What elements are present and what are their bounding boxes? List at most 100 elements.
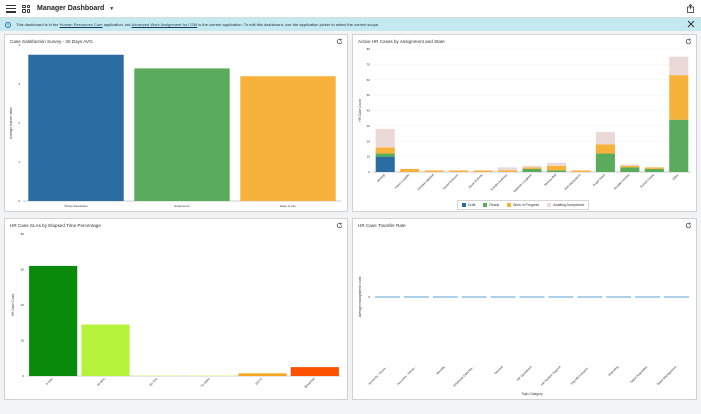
legend-item-work-in-progress[interactable]: Work in Progress	[507, 203, 539, 207]
bar-segment-work-in-progress	[644, 167, 664, 169]
bar-segment-work-in-progress	[424, 170, 444, 172]
bar-segment-work-in-progress	[400, 168, 420, 172]
x-tick-label: Monica Bell	[543, 173, 557, 187]
x-tick-label: Rosalie Herbert	[613, 173, 631, 191]
banner-link-advanced-work-assignment[interactable]: Advanced Work Assignment for CSM	[131, 22, 198, 27]
y-axis-title: Average reassignment count	[358, 277, 362, 318]
panel-hr-case-slas: 0 20 40 60 80 HR Case Count 0-25% 25-50% 50-75% 7…	[4, 218, 348, 400]
y-tick-label: 0	[368, 170, 370, 174]
legend-swatch	[462, 203, 466, 207]
y-tick-label: 20	[367, 139, 371, 143]
x-tick-label: Talent Acquisition	[629, 365, 648, 384]
legend-swatch	[547, 203, 552, 207]
y-tick-label: 60	[21, 268, 25, 272]
y-tick-label: 20	[21, 339, 25, 343]
bar-breached	[290, 367, 339, 376]
bar-segment-ready	[620, 167, 640, 172]
legend-label: Awaiting Acceptance	[553, 203, 585, 207]
panel-hr-case-transfer-rate: 0 Average reassignment count Accounts - Ac…	[352, 218, 697, 400]
x-tick-label: Talent Management	[656, 365, 678, 387]
survey-bar-chart: 0 1 2 3 4 Average Answer value Timely Resoluti…	[9, 43, 341, 208]
x-tick-label: 25-50%	[96, 377, 106, 387]
x-tick-label: 75-100%	[200, 377, 212, 389]
x-tick-label: Breached	[304, 377, 316, 389]
x-tick-label: 100-%	[254, 377, 263, 386]
y-tick-label: 1	[18, 160, 20, 164]
x-tick-label: Benefits	[435, 365, 446, 376]
legend-item-ready[interactable]: Ready	[483, 203, 499, 207]
info-icon: i	[5, 21, 11, 28]
dashboard-title: Manager Dashboard	[37, 5, 105, 12]
bar-segment-work-in-progress	[620, 165, 640, 168]
refresh-icon[interactable]	[685, 38, 692, 45]
x-tick-label: Accounts - Acces...	[367, 365, 388, 386]
y-tick-label: 0	[18, 199, 20, 203]
legend-item-awaiting-acceptance[interactable]: Awaiting Acceptance	[547, 203, 584, 207]
bar-segment-awaiting-acceptance	[375, 128, 395, 148]
y-tick-label: 80	[21, 232, 25, 236]
legend-item-draft[interactable]: Draft	[462, 203, 475, 207]
panel-active-hr-cases: 0 10 20 30 40 50 60 70 80 HR Case Count (empty) Han…	[352, 34, 697, 212]
panel-case-satisfaction-survey: 0 1 2 3 4 Average Answer value Timely Resoluti…	[4, 34, 348, 212]
bar-segment-ready	[669, 119, 689, 172]
panel-title: HR Case Transfer Rate	[358, 223, 406, 228]
x-tick-label: Other	[671, 173, 679, 181]
bar-segment-work-in-progress	[449, 170, 469, 172]
dashboard-dropdown-icon[interactable]: ▼	[109, 5, 115, 12]
refresh-icon[interactable]	[336, 38, 343, 45]
hamburger-menu-icon[interactable]	[6, 4, 16, 13]
y-tick-label: 40	[367, 109, 371, 113]
x-tick-label: Suresh Gupta	[639, 173, 655, 189]
bar-segment-awaiting-acceptance	[546, 162, 567, 166]
bar-segment-awaiting-acceptance	[669, 56, 689, 76]
x-tick-label: Employee Data Ma...	[452, 365, 475, 388]
bar-segment-ready	[546, 170, 567, 172]
refresh-icon[interactable]	[336, 222, 343, 229]
legend-swatch	[483, 203, 488, 207]
y-tick-label: 2	[18, 121, 20, 125]
active-cases-stacked-chart: 0 10 20 30 40 50 60 70 80 HR Case Count (empty) Han…	[358, 47, 691, 193]
banner-link-human-resources-core[interactable]: Human Resources Core	[59, 22, 103, 27]
bar-experience	[134, 68, 230, 202]
bar-segment-work-in-progress	[497, 170, 518, 172]
x-tick-label: General	[493, 365, 504, 376]
close-icon[interactable]	[687, 20, 695, 28]
bar-25-50-	[81, 324, 130, 376]
bar-segment-work-in-progress	[522, 167, 542, 169]
y-tick-label: 0	[22, 374, 24, 378]
x-tick-label: 0-25%	[45, 377, 54, 386]
bar-segment-awaiting-acceptance	[620, 164, 640, 166]
sla-bar-chart: 0 20 40 60 80 HR Case Count 0-25% 25-50% 50-75% 7…	[11, 232, 341, 389]
x-tick-label: Payroll/Compens...	[570, 365, 591, 386]
y-tick-label: 10	[367, 155, 371, 159]
bar-segment-draft	[375, 156, 395, 172]
y-tick-label: 60	[367, 78, 371, 82]
app-grid-icon[interactable]	[22, 4, 30, 13]
y-tick-label: 80	[367, 47, 371, 51]
bar-segment-work-in-progress	[375, 147, 395, 154]
bar-segment-work-in-progress	[669, 75, 689, 120]
x-tick-label: Malcolm Loughton	[513, 173, 533, 193]
bar-segment-awaiting-acceptance	[497, 167, 518, 171]
bar-50-75-	[133, 375, 182, 376]
banner-text-1: This dashboard is in the	[16, 22, 60, 27]
bar-segment-awaiting-acceptance	[522, 165, 542, 168]
y-tick-label: 3	[18, 82, 20, 86]
legend-swatch	[507, 203, 512, 207]
bar-0-25-	[29, 265, 78, 376]
x-tick-label: Christen Mitchell	[416, 173, 435, 192]
chart-legend: Draft Ready Work in Progress Awaiting Accep…	[457, 200, 590, 210]
bar-ease-of-use	[240, 76, 336, 201]
x-tick-label: Daniel Eriksson	[442, 173, 460, 191]
top-navigation-bar: Manager Dashboard ▼	[0, 0, 701, 18]
banner-message: This dashboard is in the Human Resources…	[16, 22, 379, 27]
scope-warning-banner: i This dashboard is in the Human Resourc…	[0, 18, 701, 31]
x-tick-label: Jason Roberts	[467, 173, 484, 190]
x-tick-label: Hana Loughlin	[394, 173, 411, 190]
x-tick-label: Reporting	[607, 365, 619, 377]
panel-title: Active HR Cases by Assignment and State	[358, 39, 445, 44]
refresh-icon[interactable]	[685, 222, 692, 229]
share-icon[interactable]	[687, 4, 694, 13]
y-tick-label: 0	[368, 295, 370, 299]
bar-segment-work-in-progress	[595, 144, 615, 154]
